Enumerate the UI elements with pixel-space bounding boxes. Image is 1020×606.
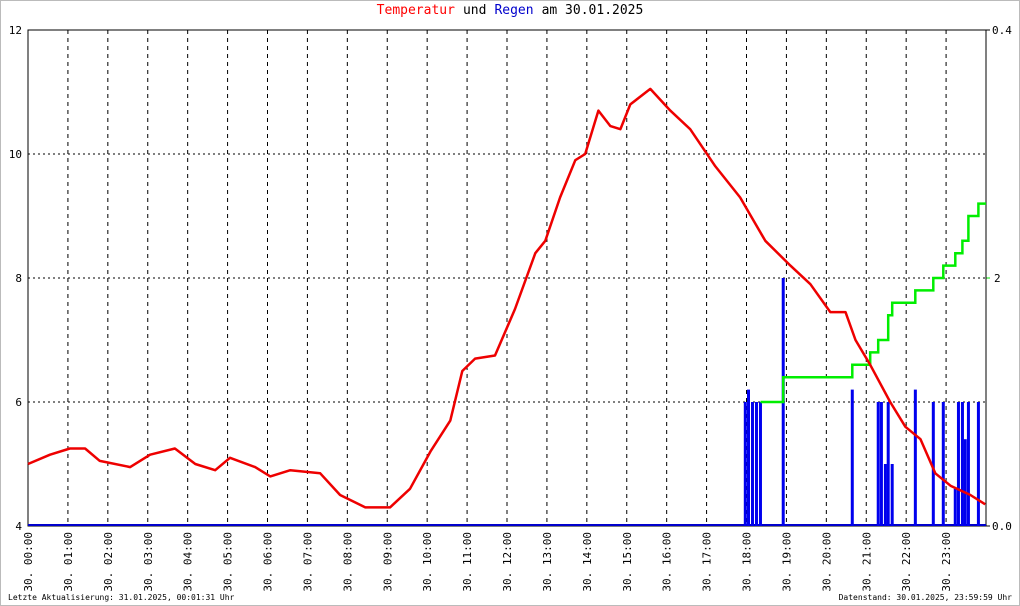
x-tick-label: 30. 05:00: [222, 532, 235, 592]
y-tick-label: 6: [15, 396, 22, 409]
cumulative-rain-line: [760, 202, 986, 404]
y-tick-label: 4: [15, 520, 22, 533]
rain-bar: [890, 464, 894, 526]
x-tick-label: 30. 18:00: [741, 532, 754, 592]
rain-bar: [879, 402, 883, 526]
footer-left: Letzte Aktualisierung: 31.01.2025, 00:01…: [8, 593, 235, 602]
x-tick-label: 30. 22:00: [900, 532, 913, 592]
title-part: am 30.01.2025: [542, 3, 644, 18]
rain-bar: [966, 402, 970, 526]
y2-tick-label: 0.4: [992, 24, 1012, 37]
x-tick-label: 30. 19:00: [780, 532, 793, 592]
rain-bar: [941, 402, 945, 526]
y-tick-label: 10: [9, 148, 22, 161]
x-tick-label: 30. 10:00: [421, 532, 434, 592]
rain-bar: [758, 402, 762, 526]
x-tick-label: 30. 16:00: [661, 532, 674, 592]
x-tick-label: 30. 06:00: [262, 532, 275, 592]
rain-bar: [960, 402, 964, 526]
x-tick-label: 30. 14:00: [581, 532, 594, 592]
x-tick-label: 30. 04:00: [182, 532, 195, 592]
rain-bar: [886, 402, 890, 526]
temperature-line: [27, 87, 986, 509]
title-part: Temperatur: [377, 3, 455, 18]
rain-bar: [883, 464, 887, 526]
rain-bar: [976, 402, 980, 526]
x-tick-label: 30. 00:00: [22, 532, 35, 592]
x-tick-label: 30. 09:00: [381, 532, 394, 592]
rain-bar: [956, 402, 960, 526]
x-tick-label: 30. 01:00: [62, 532, 75, 592]
x-tick-label: 30. 11:00: [461, 532, 474, 592]
x-tick-label: 30. 13:00: [541, 532, 554, 592]
x-tick-label: 30. 02:00: [102, 532, 115, 592]
y-tick-label: 12: [9, 24, 22, 37]
x-tick-label: 30. 03:00: [142, 532, 155, 592]
rain-bar: [931, 402, 935, 526]
rain-bar: [963, 439, 967, 526]
rain-bar: [746, 389, 750, 526]
x-tick-label: 30. 08:00: [341, 532, 354, 592]
x-tick-label: 30. 21:00: [860, 532, 873, 592]
y-tick-label: 8: [15, 272, 22, 285]
rain-bar: [953, 488, 957, 526]
x-tick-label: 30. 15:00: [621, 532, 634, 592]
x-tick-label: 30. 17:00: [701, 532, 714, 592]
rain-bar: [913, 389, 917, 526]
x-tick-label: 30. 20:00: [820, 532, 833, 592]
chart-title: Temperatur und Regen am 30.01.2025: [377, 3, 644, 18]
rain-bar: [743, 402, 747, 526]
x-tick-label: 30. 07:00: [301, 532, 314, 592]
footer-right: Datenstand: 30.01.2025, 23:59:59 Uhr: [839, 593, 1013, 602]
rain-bar: [850, 389, 854, 526]
y3-tick-label: 2: [994, 272, 1001, 285]
rain-bar: [876, 402, 880, 526]
title-part: Regen: [494, 3, 533, 18]
y2-tick-label: 0.0: [992, 520, 1012, 533]
rain-bar: [754, 402, 758, 526]
title-part: und: [463, 3, 486, 18]
rain-bar: [750, 402, 754, 526]
x-tick-label: 30. 12:00: [501, 532, 514, 592]
x-tick-label: 30. 23:00: [940, 532, 953, 592]
